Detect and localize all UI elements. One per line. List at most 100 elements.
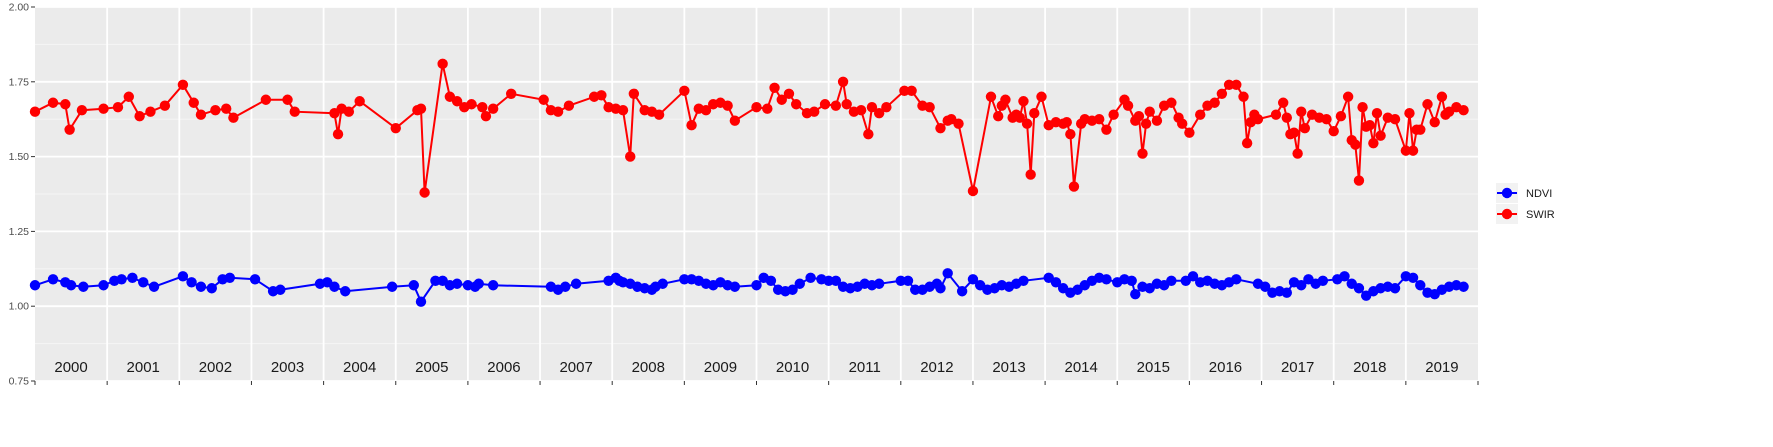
ndvi-point — [823, 275, 834, 286]
swir-point — [1296, 106, 1307, 117]
swir-point — [477, 102, 488, 113]
grid-lines — [35, 6, 1478, 382]
swir-point — [1025, 169, 1036, 180]
ndvi-point — [148, 281, 160, 292]
swir-point — [1407, 145, 1419, 156]
year-label: 2019 — [1425, 359, 1458, 376]
swir-point — [906, 85, 917, 96]
year-label: 2001 — [127, 359, 160, 376]
legend-point-ndvi — [1501, 187, 1513, 199]
swir-point — [563, 100, 575, 111]
ndvi-point — [1166, 275, 1177, 286]
ndvi-point — [910, 284, 921, 295]
swir-point — [1415, 124, 1426, 135]
swir-point — [841, 99, 852, 110]
swir-point — [1299, 122, 1311, 134]
year-label: 2015 — [1137, 359, 1170, 376]
year-label: 2007 — [559, 359, 592, 376]
swir-point — [722, 100, 733, 111]
swir-point — [1140, 118, 1152, 129]
swir-point — [76, 105, 88, 116]
swir-point — [1029, 108, 1040, 119]
swir-point — [596, 90, 607, 101]
ndvi-point — [765, 275, 777, 286]
swir-point — [617, 105, 629, 116]
swir-point — [993, 111, 1004, 122]
swir-point — [809, 106, 820, 117]
swir-point — [1371, 108, 1383, 119]
ndvi-point — [224, 272, 236, 283]
swir-point — [47, 97, 59, 108]
swir-point — [653, 109, 665, 120]
ndvi-point — [329, 281, 340, 292]
swir-point — [1176, 118, 1188, 129]
y-tick-label: 0.75 — [9, 376, 30, 388]
year-label: 2017 — [1281, 359, 1314, 376]
ndvi-point — [679, 274, 690, 285]
swir-point — [1094, 114, 1105, 125]
year-label: 2003 — [271, 359, 304, 376]
swir-point — [625, 151, 636, 162]
swir-point — [1350, 139, 1361, 150]
ndvi-point — [1317, 275, 1329, 286]
swir-point — [415, 103, 427, 114]
swir-point — [729, 115, 741, 126]
ndvi-point — [29, 280, 41, 291]
swir-point — [1436, 91, 1448, 102]
swir-point — [1184, 127, 1195, 138]
swir-point — [899, 85, 910, 96]
swir-point — [1231, 79, 1242, 90]
ndvi-point — [1415, 280, 1426, 291]
ndvi-point — [1130, 289, 1141, 300]
ndvi-point — [186, 277, 197, 288]
ndvi-point — [1259, 281, 1271, 292]
ndvi-point — [1389, 283, 1401, 294]
ndvi-point — [1339, 271, 1350, 282]
swir-point — [195, 109, 207, 120]
swir-point — [1400, 145, 1412, 156]
swir-point — [1281, 112, 1293, 123]
swir-point — [343, 106, 355, 117]
swir-point — [282, 94, 293, 105]
ndvi-point — [805, 272, 816, 283]
swir-point — [873, 108, 885, 119]
ndvi-point — [138, 277, 149, 288]
swir-point — [159, 100, 171, 111]
swir-point — [480, 111, 492, 122]
swir-point — [552, 106, 564, 117]
ndvi-point — [751, 280, 762, 291]
ndvi-point — [895, 275, 906, 286]
ndvi-point — [1050, 277, 1062, 288]
swir-point — [776, 94, 787, 105]
swir-point — [112, 102, 124, 113]
swir-point — [354, 96, 365, 107]
swir-point — [98, 103, 109, 114]
swir-point — [1404, 108, 1415, 119]
swir-point — [1209, 97, 1220, 108]
swir-point — [177, 79, 189, 90]
ndvi-point — [78, 281, 89, 292]
ndvi-point — [787, 284, 798, 295]
swir-point — [751, 102, 762, 113]
swir-point — [1429, 116, 1440, 128]
ndvi-point — [570, 278, 582, 289]
ndvi-point — [729, 281, 741, 292]
ndvi-point — [1187, 271, 1199, 282]
swir-point — [505, 88, 517, 99]
swir-point — [762, 103, 773, 114]
y-tick-label: 1.25 — [9, 226, 30, 238]
swir-point — [1101, 124, 1112, 135]
swir-point — [1223, 79, 1235, 90]
ndvi-point — [657, 278, 668, 289]
year-label: 2000 — [54, 359, 87, 376]
ndvi-point — [902, 275, 914, 286]
swir-point — [188, 97, 199, 108]
swir-point — [1133, 111, 1145, 122]
year-label: 2016 — [1209, 359, 1242, 376]
swir-point — [134, 111, 145, 122]
swir-point — [769, 82, 780, 93]
swir-point — [390, 122, 401, 134]
swir-point — [1335, 111, 1347, 122]
year-label: 2018 — [1353, 359, 1386, 376]
